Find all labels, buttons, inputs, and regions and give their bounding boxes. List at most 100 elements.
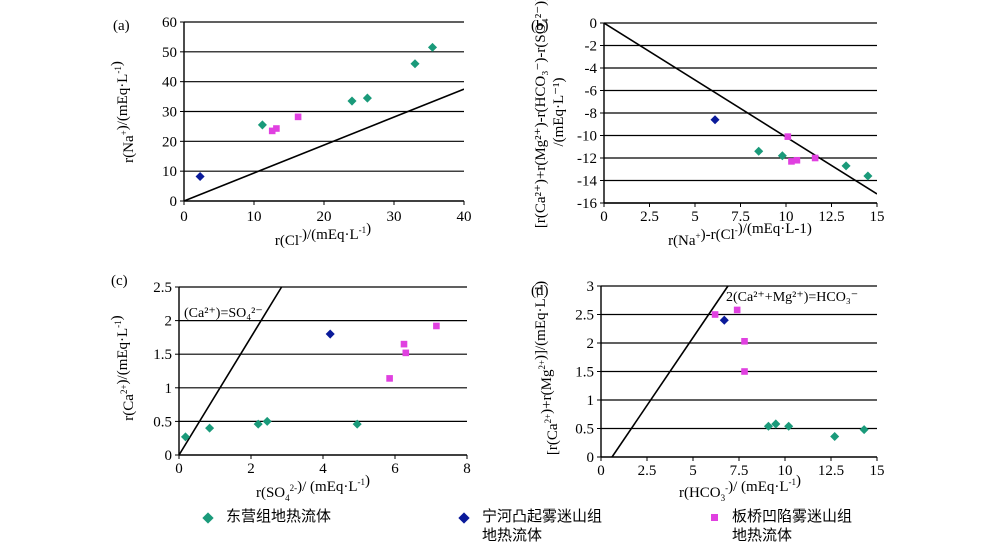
reference-line — [184, 88, 464, 201]
y-tick-label: 50 — [162, 45, 177, 61]
chart-panel-c: 0 0.5 1 1.5 2 2.5 0 2 4 6 8 (Ca²⁺)=SO₄²⁻ (c) r(SO42-)… — [109, 273, 471, 503]
data-point-ninghe — [325, 329, 335, 339]
data-point-banqiao — [811, 154, 819, 162]
data-point-banqiao — [273, 125, 280, 132]
y-tick-label: 0.5 — [153, 414, 172, 430]
y-axis-label: r(Na+)/(mEq·L-1) — [109, 61, 137, 163]
legend-marker-banqiao — [711, 514, 718, 521]
y-tick-label: 1 — [587, 393, 595, 409]
y-axis-label: r(Ca2+)/(mEq·L-1) — [109, 315, 137, 420]
y-axis-label: [r(Ca2+)+r(Mg2+)]/(mEq·L⁻¹) — [533, 281, 561, 455]
legend-item-dongying: 东营组地热流体 — [202, 508, 332, 527]
data-point-dongying — [784, 421, 794, 431]
x-tick-label: 12.5 — [818, 209, 844, 225]
y-tick-label: 1 — [165, 381, 173, 397]
y-tick-label: -10 — [577, 129, 597, 145]
y-tick-label: -8 — [585, 106, 598, 122]
x-tick-label: 15 — [870, 209, 885, 225]
y-tick-label: -2 — [585, 39, 598, 55]
reference-line-label: 2(Ca²⁺+Mg²⁺)=HCO₃⁻ — [726, 290, 858, 305]
data-point-banqiao — [400, 340, 408, 348]
data-point-dongying — [763, 421, 773, 431]
x-tick-label: 5 — [691, 209, 699, 225]
reference-line — [179, 286, 283, 455]
x-tick-label: 8 — [463, 461, 471, 477]
x-tick-label: 0 — [175, 461, 183, 477]
data-point-dongying — [427, 42, 438, 52]
y-tick-label: 0 — [590, 16, 598, 32]
chart-panel-b: 0-2-4-6-8-10-12-14-160 2.5 5 7.5 10 12.5 15(b)… — [531, 0, 885, 249]
y-tick-label: 40 — [162, 75, 177, 91]
panel-label: (a) — [113, 18, 130, 34]
data-point-dongying — [859, 425, 869, 435]
y-tick-label: 1.5 — [575, 365, 594, 381]
data-point-banqiao — [784, 133, 792, 140]
x-axis-label: r(SO42-)/ (mEq·L-1) — [256, 473, 370, 503]
data-point-dongying — [347, 96, 357, 106]
y-tick-label: -14 — [577, 174, 597, 190]
x-tick-label: 15 — [870, 463, 885, 479]
y-tick-label: 2.5 — [575, 308, 594, 324]
y-tick-label: 0 — [170, 194, 178, 210]
y-tick-label: 10 — [162, 164, 177, 180]
y-tick-label: 3 — [587, 279, 595, 295]
legend-label-dongying: 东营组地热流体 — [226, 509, 332, 525]
data-point-banqiao — [433, 322, 440, 330]
y-tick-label: 2 — [587, 336, 595, 352]
y-tick-label: -6 — [585, 84, 598, 100]
x-tick-label: 0 — [180, 209, 188, 225]
x-axis-label: r(Na+)-r(Cl-)/(mEq·L-1) — [668, 221, 812, 249]
y-axis-label: [r(Ca²⁺)+r(Mg²⁺)-r(HCO₃⁻)-r(SO₄²⁻)]/(mEq… — [533, 0, 567, 228]
legend: 东营组地热流体 宁河凸起雾迷山组 地热流体 板桥凹陷雾迷山组 地热流体 — [0, 508, 1000, 553]
legend-marker-dongying — [202, 512, 214, 524]
y-tick-label: 20 — [162, 134, 177, 150]
data-point-dongying — [262, 416, 272, 426]
data-point-banqiao — [733, 306, 741, 314]
x-tick-label: 2.5 — [638, 463, 657, 479]
legend-label-ninghe: 宁河凸起雾迷山组 地热流体 — [482, 509, 603, 544]
x-tick-label: 2.5 — [640, 209, 659, 225]
x-tick-label: 2 — [247, 461, 255, 477]
panel-label: (b) — [531, 18, 549, 34]
x-tick-label: 6 — [391, 461, 399, 477]
x-tick-label: 7.5 — [730, 463, 749, 479]
x-tick-label: 30 — [387, 209, 402, 225]
y-tick-label: -4 — [585, 61, 598, 77]
data-point-banqiao — [741, 337, 748, 345]
data-point-dongying — [863, 171, 873, 181]
data-point-ninghe — [195, 172, 205, 182]
data-point-dongying — [362, 93, 372, 103]
data-point-banqiao — [402, 349, 410, 357]
data-point-dongying — [410, 59, 420, 69]
x-tick-label: 40 — [457, 209, 472, 225]
data-point-banqiao — [268, 127, 276, 135]
x-tick-label: 0 — [600, 209, 608, 225]
y-tick-label: 30 — [162, 105, 177, 121]
data-point-banqiao — [793, 156, 801, 164]
data-point-ninghe — [719, 315, 729, 325]
legend-marker-ninghe — [458, 512, 470, 524]
data-point-dongying — [771, 419, 781, 429]
x-tick-label: 5 — [689, 463, 697, 479]
x-tick-label: 12.5 — [818, 463, 844, 479]
x-axis-label: r(Cl-)/(mEq·L-1) — [275, 221, 371, 249]
y-tick-label: 2.5 — [153, 280, 172, 296]
data-point-banqiao — [741, 368, 748, 375]
x-axis-label: r(HCO3-)/ (mEq·L-1) — [679, 473, 801, 503]
reference-line-label: (Ca²⁺)=SO₄²⁻ — [184, 306, 263, 321]
data-point-dongying — [180, 432, 191, 442]
data-point-banqiao — [711, 311, 719, 318]
data-point-dongying — [754, 146, 764, 156]
x-tick-label: 10 — [778, 463, 793, 479]
y-tick-label: 0.5 — [575, 422, 594, 438]
legend-item-banqiao: 板桥凹陷雾迷山组 地热流体 — [711, 508, 852, 546]
data-point-banqiao — [294, 113, 302, 121]
y-tick-label: -16 — [577, 196, 597, 212]
y-tick-label: 2 — [165, 314, 173, 330]
data-point-ninghe — [710, 115, 720, 125]
x-tick-label: 20 — [317, 209, 332, 225]
x-tick-label: 0 — [597, 463, 605, 479]
y-tick-label: 1.5 — [153, 347, 172, 363]
data-point-banqiao — [386, 375, 393, 382]
